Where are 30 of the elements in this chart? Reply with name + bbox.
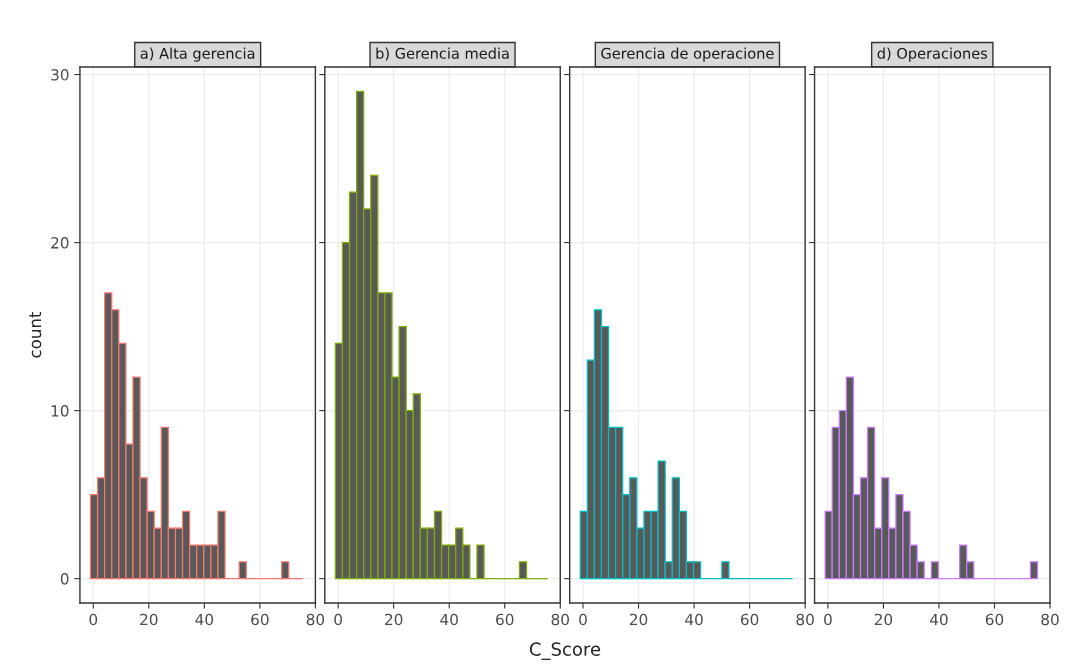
x-tick-label: 40	[685, 613, 703, 626]
x-tick-label: 40	[929, 613, 948, 626]
chart-title: a) Alta gerencia	[140, 47, 255, 62]
x-axis-title: C_Score	[529, 642, 601, 660]
x-tick-label: 60	[740, 613, 759, 626]
y-tick-label: 10	[51, 405, 69, 417]
x-tick-label: 20	[140, 613, 158, 626]
x-tick-label: 60	[496, 613, 514, 626]
y-tick-label: 20	[51, 237, 69, 249]
x-tick-label: 20	[385, 613, 403, 626]
x-tick-label: 80	[551, 613, 569, 626]
y-axis-title: count	[29, 311, 42, 358]
x-tick-label: 60	[251, 613, 269, 626]
x-tick-label: 80	[306, 613, 325, 626]
x-tick-label: 80	[796, 613, 814, 626]
y-tick-label: 30	[51, 69, 69, 81]
x-tick-label: 0	[89, 613, 98, 626]
x-tick-label: 0	[824, 613, 832, 626]
x-tick-label: 80	[1041, 613, 1059, 626]
x-tick-label: 60	[985, 613, 1004, 626]
x-tick-label: 40	[440, 613, 458, 626]
chart-title: Gerencia de operacione	[601, 47, 774, 62]
y-tick-label: 0	[60, 573, 69, 585]
x-tick-label: 0	[579, 613, 587, 626]
chart-title: b) Gerencia media	[376, 47, 509, 61]
x-tick-label: 40	[195, 613, 214, 626]
x-tick-label: 0	[334, 613, 342, 626]
x-tick-label: 20	[874, 613, 893, 626]
chart-title: d) Operaciones	[877, 47, 988, 62]
x-tick-label: 20	[629, 613, 648, 626]
